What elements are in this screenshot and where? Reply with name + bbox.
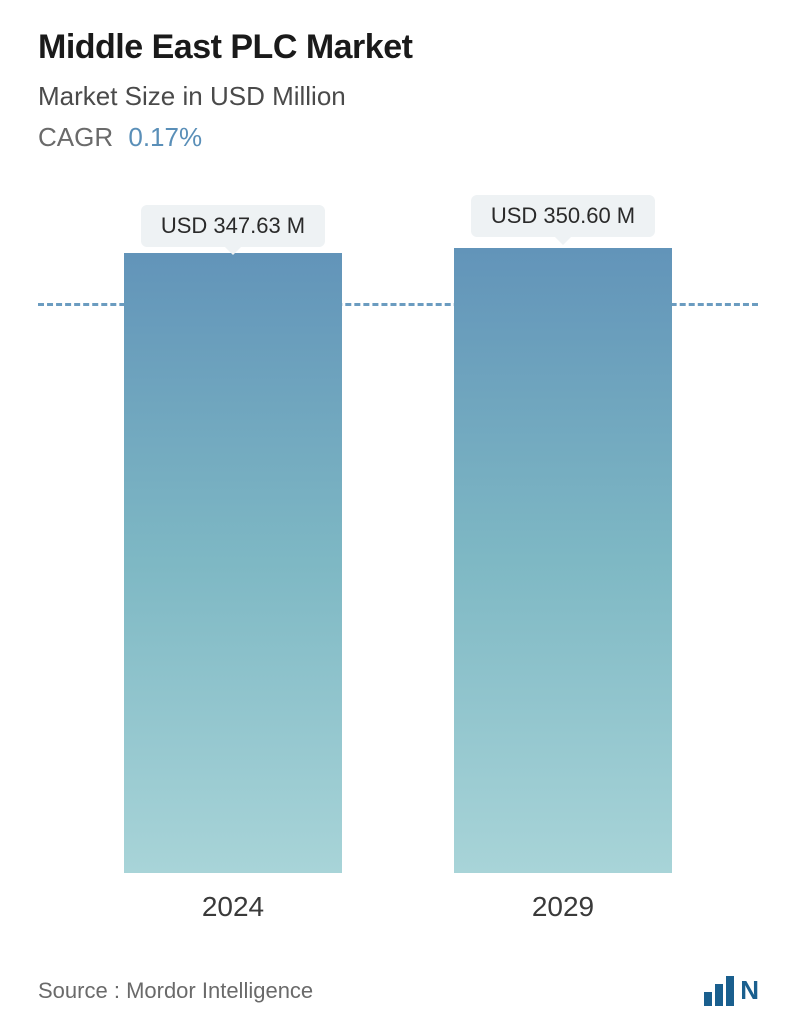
chart-footer: Source : Mordor Intelligence N [38,965,758,1006]
bar-group: USD 347.63 M2024 [124,253,342,923]
source-label: Source : [38,978,120,1003]
cagr-label: CAGR [38,122,113,152]
bar [124,253,342,873]
bar-x-label: 2024 [202,891,264,923]
brand-logo: N [704,975,758,1006]
bar-x-label: 2029 [532,891,594,923]
bars-wrapper: USD 347.63 M2024USD 350.60 M2029 [38,263,758,923]
chart-subtitle: Market Size in USD Million [38,81,758,112]
source-name: Mordor Intelligence [126,978,313,1003]
cagr-row: CAGR 0.17% [38,122,758,153]
chart-title: Middle East PLC Market [38,28,758,67]
logo-text: N [740,975,758,1006]
chart-container: Middle East PLC Market Market Size in US… [0,0,796,1034]
source-text: Source : Mordor Intelligence [38,978,313,1004]
bar [454,248,672,873]
bar-value-label: USD 350.60 M [471,195,655,237]
chart-area: USD 347.63 M2024USD 350.60 M2029 [38,203,758,945]
cagr-value: 0.17% [128,122,202,152]
logo-bars-icon [704,976,734,1006]
bar-value-label: USD 347.63 M [141,205,325,247]
bar-group: USD 350.60 M2029 [454,248,672,923]
